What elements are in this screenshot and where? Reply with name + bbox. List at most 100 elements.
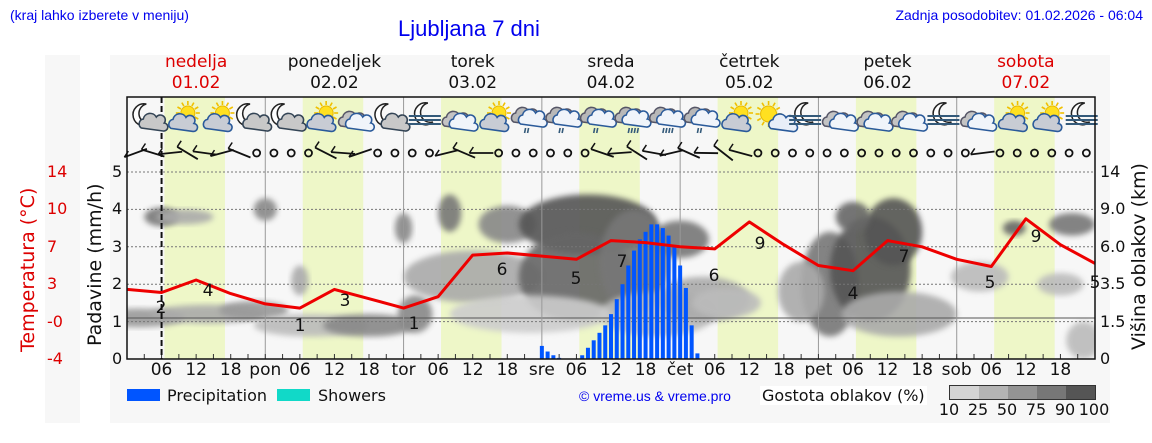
temp-tick: 14 <box>47 162 68 181</box>
cloud-icon <box>337 110 376 132</box>
page-title: Ljubljana 7 dni <box>398 16 540 41</box>
cloud-rain-icon <box>683 106 721 134</box>
x-tick: 06 <box>150 360 173 380</box>
day-name-6: sobota <box>997 52 1055 72</box>
cloud-icon <box>960 110 998 132</box>
moon-fog-icon <box>408 102 441 126</box>
temp-tick: 10 <box>47 199 68 219</box>
colorbar-segment <box>950 386 979 399</box>
cloud-tick: 3.5 <box>1100 274 1126 294</box>
colorbar-tick: 90 <box>1054 400 1076 419</box>
day-name-2: torek <box>450 52 495 72</box>
x-tick: 18 <box>358 360 380 380</box>
cloud-tick: 14 <box>1100 162 1121 181</box>
cloud-rain-icon <box>510 106 548 134</box>
temp-label: 1 <box>409 314 420 334</box>
x-tick: 18 <box>911 360 933 380</box>
cloud-density-legend-title: Gostota oblakov (%) <box>760 386 927 405</box>
x-tick: 18 <box>773 360 795 380</box>
day-date-1: 02.02 <box>310 73 359 93</box>
temp-label: 9 <box>1031 227 1042 247</box>
cloud-rain-icon <box>545 106 583 134</box>
day-name-5: petek <box>863 52 912 72</box>
temp-label: 4 <box>203 281 214 301</box>
region-hint-link[interactable]: (kraj lahko izberete v meniju) <box>10 7 189 23</box>
x-tick: čet <box>666 360 694 380</box>
x-tick: 12 <box>185 360 207 380</box>
x-tick: sre <box>528 360 555 380</box>
colorbar-tick: 25 <box>967 400 989 419</box>
precip-tick: 2 <box>112 274 123 294</box>
last-update-text: Zadnja posodobitev: 01.02.2026 - 06:04 <box>895 7 1143 23</box>
day-name-0: nedelja <box>164 52 228 72</box>
x-tick: 12 <box>1015 360 1037 380</box>
temp-tick: 7 <box>47 236 58 256</box>
x-tick: 12 <box>876 360 899 380</box>
x-tick: 18 <box>496 360 519 380</box>
x-tick: pet <box>804 360 833 380</box>
colorbar-tick: 75 <box>1025 400 1047 419</box>
x-tick: 06 <box>842 360 864 380</box>
moon-cloud-icon <box>270 103 307 132</box>
temp-label: 4 <box>848 284 859 304</box>
day-name-1: ponedeljek <box>287 52 382 72</box>
x-tick: 12 <box>323 360 346 380</box>
sun-cloud-icon <box>997 101 1030 133</box>
temp-label: 3 <box>340 291 351 311</box>
cloud-tick: 9.0 <box>1100 199 1126 219</box>
x-tick: 06 <box>289 360 311 380</box>
temp-label: 5 <box>985 273 996 293</box>
temp-label: 9 <box>755 234 766 254</box>
temp-label: 5 <box>571 269 582 289</box>
moon-cloud-icon <box>132 103 169 132</box>
temp-tick: -4 <box>47 349 63 368</box>
moon-cloud-icon <box>374 103 411 132</box>
day-date-6: 07.02 <box>1001 73 1051 93</box>
colorbar-segment <box>1037 386 1066 399</box>
precipitation-legend-label: Precipitation <box>167 386 268 405</box>
wind-barbs-row <box>123 139 1091 162</box>
x-tick: 06 <box>703 360 726 380</box>
cloud-rain-icon <box>579 106 618 134</box>
temp-label: 6 <box>497 260 508 280</box>
sun-cloud-icon <box>306 101 339 133</box>
cloud-tick: 1.5 <box>1100 311 1126 331</box>
precipitation-legend-swatch <box>127 389 160 401</box>
sun-cloud-icon <box>202 101 235 133</box>
temp-label: 2 <box>156 298 167 318</box>
colorbar-segment <box>979 386 1008 399</box>
x-tick: pon <box>249 360 282 380</box>
temp-label: 6 <box>709 266 720 286</box>
cloud-icon <box>441 110 479 132</box>
x-tick: 06 <box>565 360 588 380</box>
cloud-rain-heavy-icon <box>614 106 652 134</box>
sun-cloud-icon <box>721 101 753 133</box>
day-date-0: 01.02 <box>171 73 221 93</box>
x-tick: tor <box>391 360 416 380</box>
x-tick: sob <box>941 360 972 380</box>
precip-tick: 1 <box>112 311 123 331</box>
copyright-link[interactable]: © vreme.us & vreme.pro <box>579 388 731 404</box>
day-date-3: 04.02 <box>586 73 636 93</box>
precip-tick: 4 <box>112 199 123 219</box>
colorbar-tick: 50 <box>996 400 1018 419</box>
cloud-tick: 6.0 <box>1100 236 1126 256</box>
temperature-axis-panel <box>45 55 80 423</box>
temp-label: 7 <box>899 247 910 267</box>
sun-cloud-icon <box>168 101 200 133</box>
temp-label: 1 <box>295 316 306 336</box>
precip-tick: 3 <box>112 236 123 256</box>
plot-frame <box>126 96 1096 360</box>
temp-tick: -0 <box>47 311 63 331</box>
x-tick: 12 <box>600 360 622 380</box>
cloud-icon <box>821 110 860 132</box>
cloud-density-colorbar <box>949 385 1096 400</box>
precipitation-bars <box>539 224 700 359</box>
precip-tick: 5 <box>112 162 123 181</box>
colorbar-tick: 10 <box>938 400 960 419</box>
day-name-4: četrtek <box>719 52 780 72</box>
colorbar-tick: 100 <box>1078 400 1110 419</box>
x-tick: 06 <box>980 360 1003 380</box>
